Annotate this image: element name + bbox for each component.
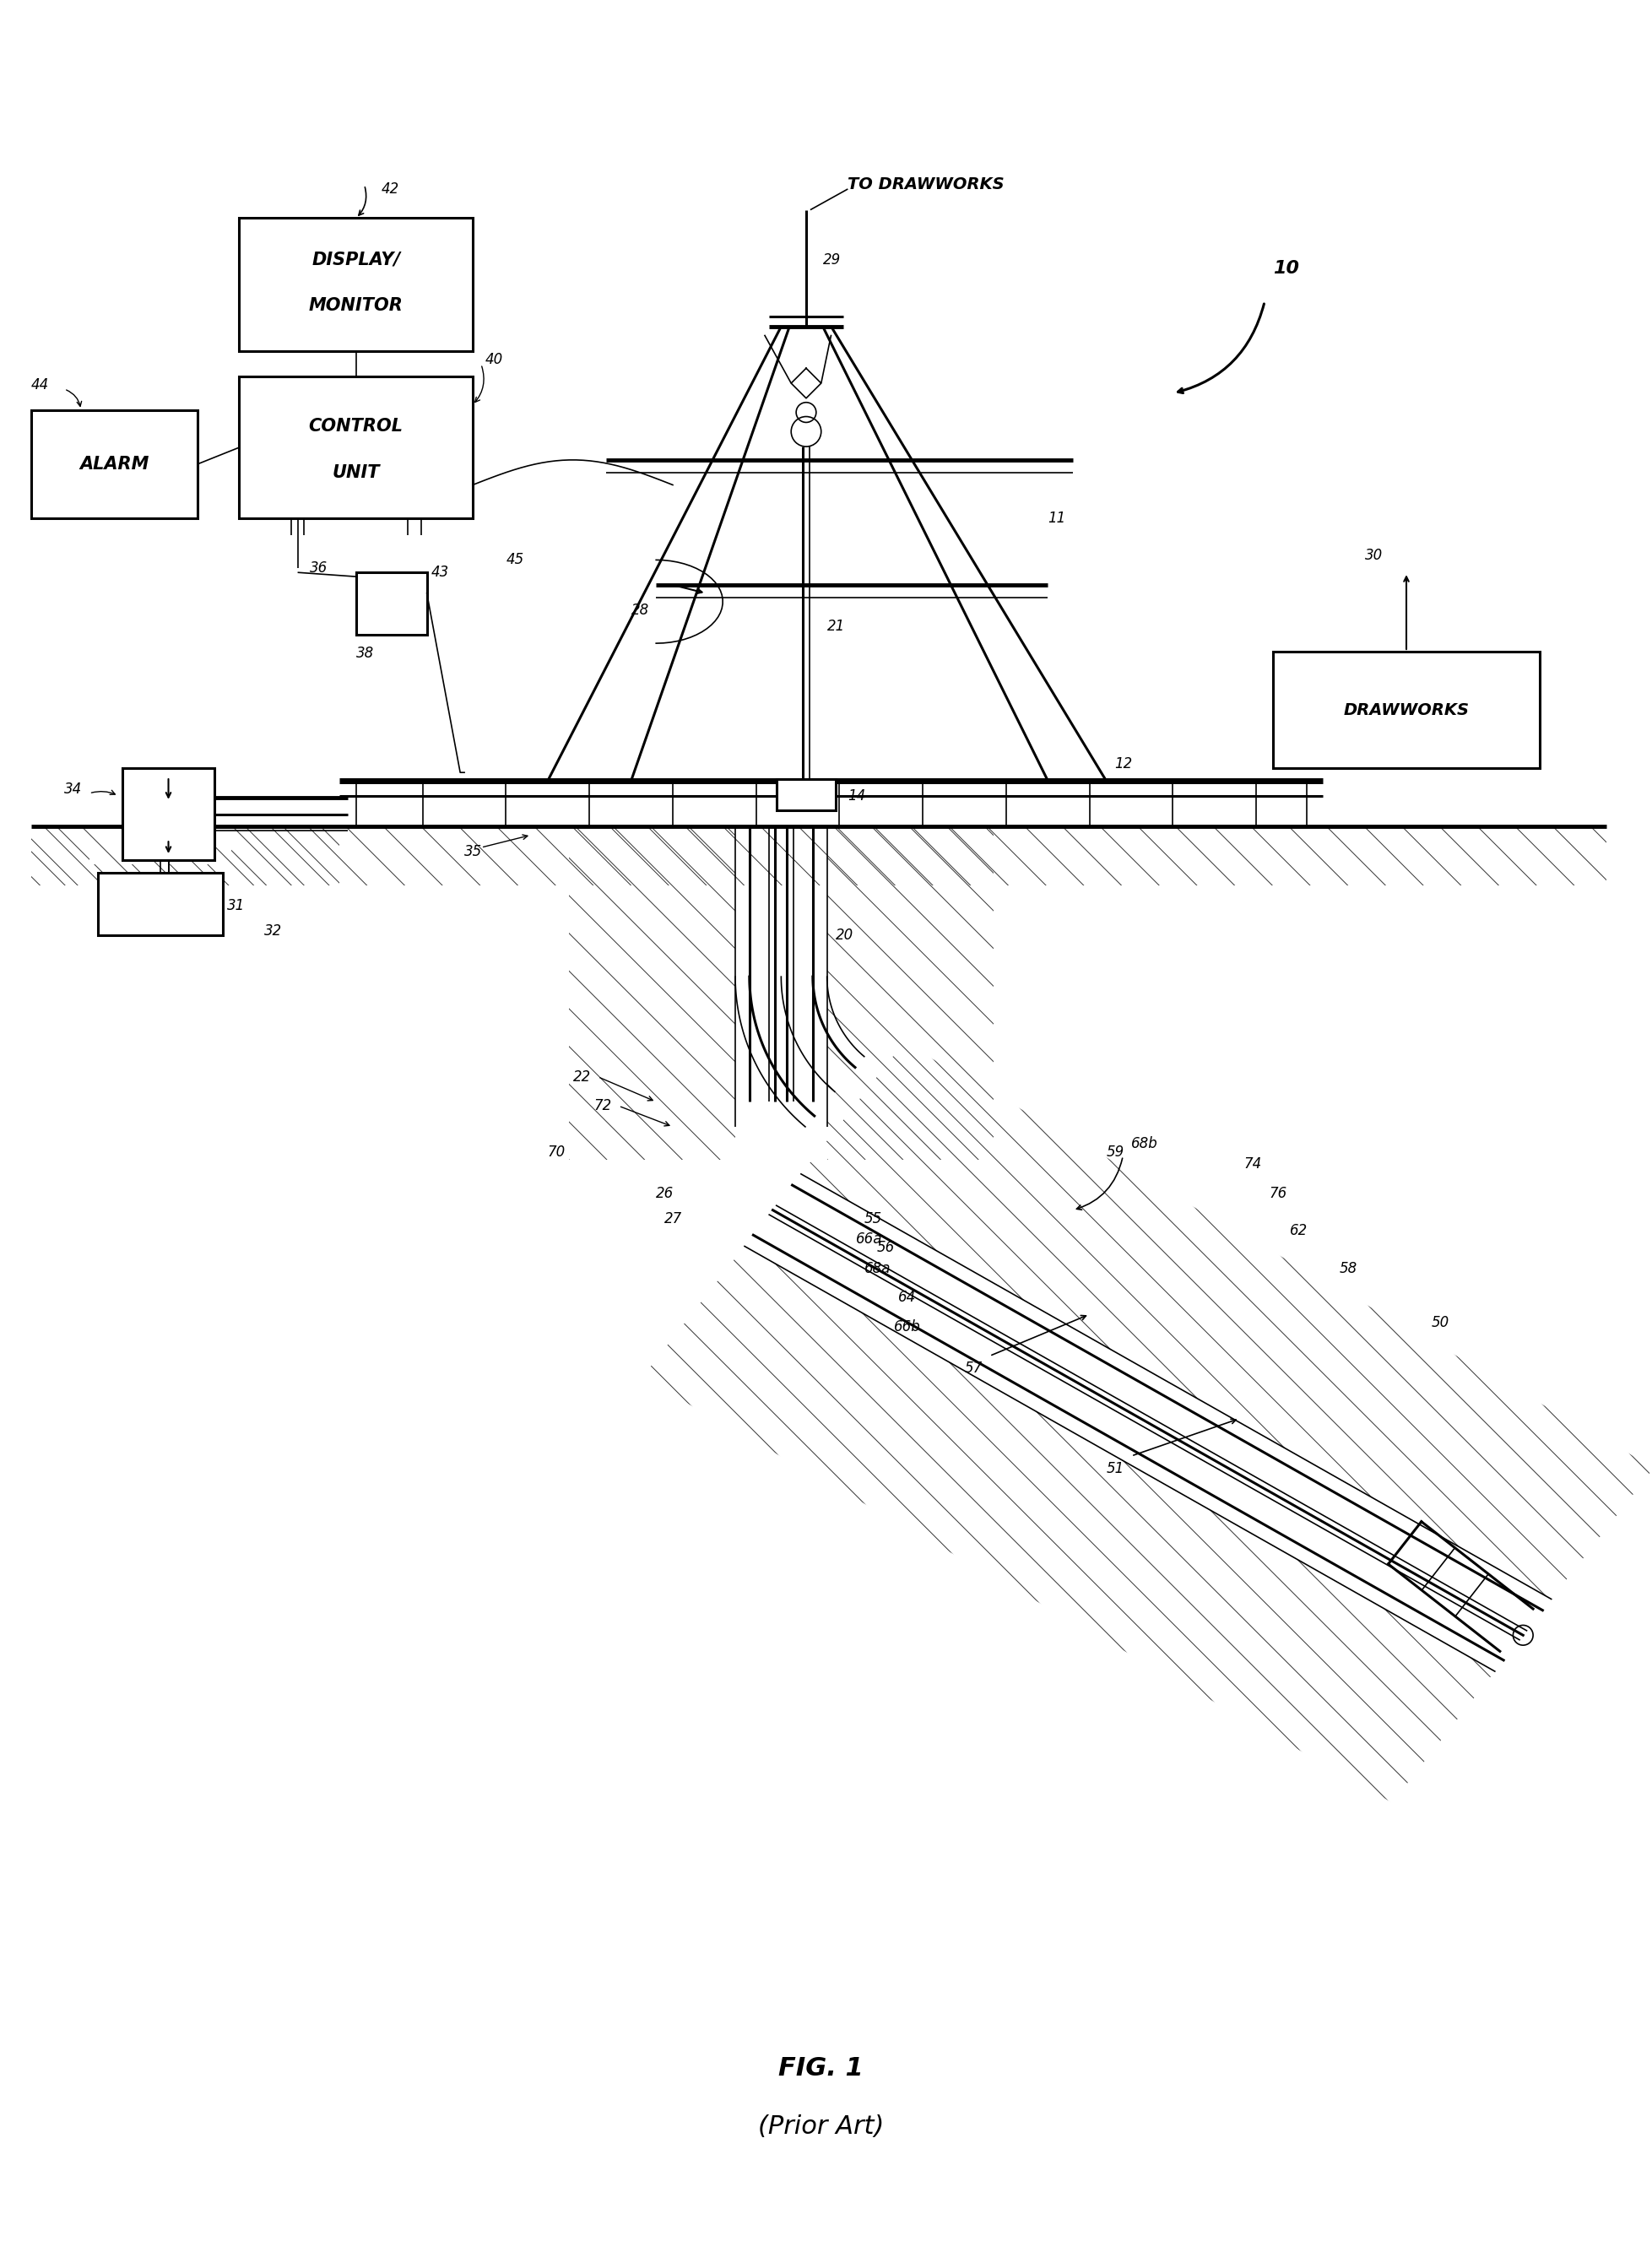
Text: DRAWWORKS: DRAWWORKS	[1343, 701, 1469, 717]
Text: FIG. 1: FIG. 1	[778, 2057, 864, 2082]
Text: 55: 55	[864, 1210, 882, 1226]
Text: 10: 10	[1274, 260, 1298, 276]
Text: CONTROL: CONTROL	[309, 419, 403, 435]
Text: MONITOR: MONITOR	[309, 298, 403, 314]
Text: 35: 35	[464, 845, 482, 858]
Text: UNIT: UNIT	[332, 464, 380, 482]
Text: 34: 34	[64, 782, 83, 798]
Text: 51: 51	[1107, 1461, 1125, 1477]
Text: 72: 72	[593, 1098, 611, 1114]
Text: 42: 42	[382, 182, 398, 197]
Text: 29: 29	[823, 253, 841, 267]
Text: 11: 11	[1047, 511, 1066, 527]
Text: 44: 44	[31, 376, 50, 392]
Text: 66a: 66a	[856, 1233, 882, 1246]
Text: 74: 74	[1244, 1156, 1262, 1172]
Text: 58: 58	[1340, 1262, 1358, 1275]
Bar	[31, 410, 198, 518]
Text: ALARM: ALARM	[79, 455, 149, 473]
Text: 68b: 68b	[1132, 1136, 1158, 1152]
Text: 22: 22	[573, 1069, 591, 1085]
Bar	[97, 872, 223, 934]
Text: 28: 28	[631, 603, 649, 619]
Text: 30: 30	[1365, 549, 1383, 562]
Text: (Prior Art): (Prior Art)	[758, 2116, 884, 2140]
Text: 14: 14	[847, 789, 866, 805]
Text: 56: 56	[877, 1239, 895, 1255]
Text: TO DRAWWORKS: TO DRAWWORKS	[847, 177, 1004, 193]
Text: DISPLAY/: DISPLAY/	[312, 251, 400, 269]
Text: 66b: 66b	[894, 1320, 920, 1333]
Text: 27: 27	[664, 1210, 682, 1226]
Bar	[122, 769, 215, 861]
Bar	[355, 571, 426, 634]
Text: 64: 64	[897, 1291, 915, 1304]
Text: 70: 70	[548, 1145, 565, 1159]
Text: 45: 45	[506, 551, 524, 567]
Text: 31: 31	[226, 899, 244, 914]
Text: 62: 62	[1290, 1224, 1308, 1239]
Text: 57: 57	[965, 1360, 983, 1376]
Text: 43: 43	[431, 565, 449, 580]
Bar	[1274, 652, 1540, 769]
Text: 50: 50	[1431, 1315, 1449, 1331]
Bar	[776, 780, 836, 809]
Text: 38: 38	[355, 645, 373, 661]
Text: 21: 21	[828, 619, 844, 634]
Bar	[240, 217, 472, 352]
Text: 20: 20	[836, 928, 854, 943]
Bar	[240, 376, 472, 518]
Text: 68a: 68a	[864, 1262, 890, 1275]
Text: 76: 76	[1269, 1185, 1287, 1201]
Text: 40: 40	[486, 352, 504, 368]
Text: 59: 59	[1107, 1145, 1125, 1159]
Text: 36: 36	[311, 560, 329, 576]
Text: 12: 12	[1115, 757, 1133, 771]
Text: 26: 26	[656, 1185, 674, 1201]
Text: 32: 32	[264, 923, 282, 939]
